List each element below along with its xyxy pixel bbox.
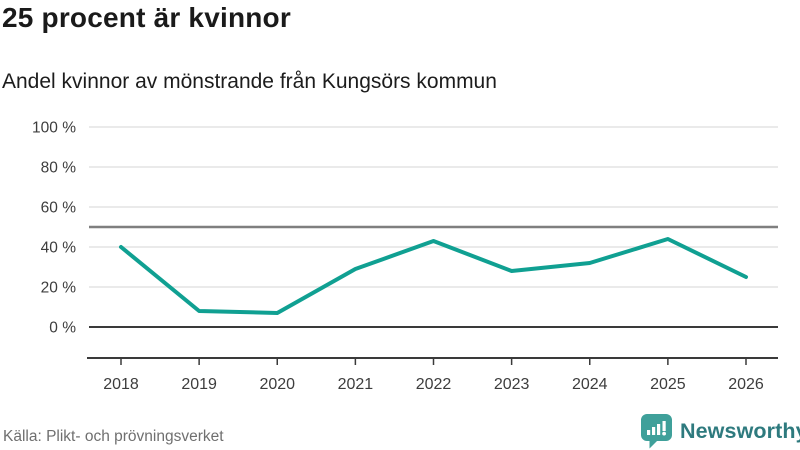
x-axis-tick-label: 2026: [728, 376, 764, 393]
x-axis-tick-label: 2024: [572, 376, 608, 393]
x-axis-tick-label: 2019: [181, 376, 217, 393]
y-axis-tick-label: 80 %: [41, 160, 77, 177]
y-axis-tick-label: 0 %: [49, 320, 76, 337]
y-axis-tick-label: 100 %: [32, 120, 76, 137]
data-line-andel-kvinnor: [119, 237, 748, 315]
chart-subtitle: Andel kvinnor av mönstrande från Kungsör…: [2, 70, 497, 93]
newsworthy-brand-link[interactable]: Newsworthy: [640, 413, 800, 449]
newsworthy-logo-icon: [641, 414, 672, 449]
x-axis-tick-label: 2022: [416, 376, 452, 393]
y-axis-tick-label: 40 %: [41, 240, 77, 257]
chart-title: 25 procent är kvinnor: [2, 2, 291, 33]
x-axis-tick-label: 2023: [494, 376, 530, 393]
y-axis-tick-label: 20 %: [41, 280, 77, 297]
source-note: Källa: Plikt- och prövningsverket: [3, 428, 224, 445]
y-axis-tick-label: 60 %: [41, 200, 77, 217]
x-axis-tick-label: 2018: [103, 376, 139, 393]
x-axis-tick-label: 2020: [259, 376, 295, 393]
newsworthy-wordmark: Newsworthy: [680, 418, 800, 443]
x-axis-tick-label: 2021: [338, 376, 374, 393]
x-axis-tick-label: 2025: [650, 376, 686, 393]
